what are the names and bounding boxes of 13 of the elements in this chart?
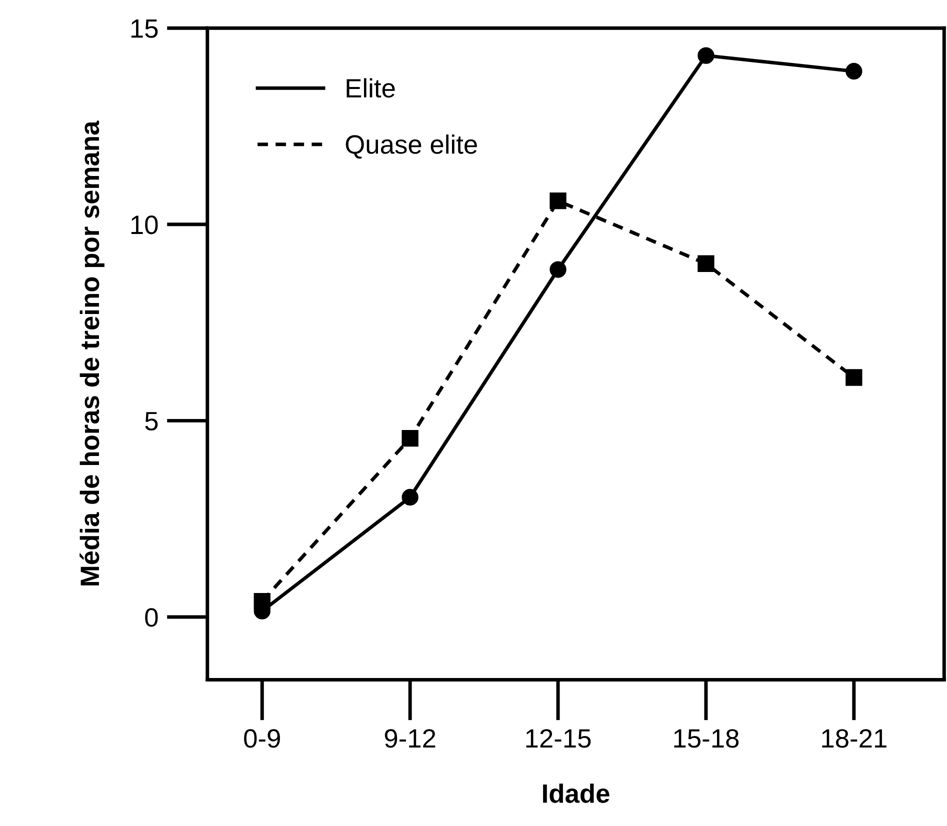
- x-tick-label: 15-18: [674, 729, 739, 748]
- x-tick-label: 18-21: [822, 729, 886, 748]
- legend-label: Quase elite: [346, 134, 477, 159]
- y-tick-label: 5: [145, 412, 158, 431]
- y-tick-label: 10: [131, 216, 158, 234]
- y-tick-label: 0: [145, 608, 158, 627]
- legend-label: Elite: [346, 78, 395, 98]
- y-axis-title: Média de horas de treino por semana: [80, 120, 104, 586]
- y-tick-label: 15: [131, 19, 158, 38]
- x-tick-label: 9-12: [384, 729, 436, 748]
- x-tick-label: 12-15: [526, 729, 591, 748]
- x-tick-label: 0-9: [244, 729, 280, 748]
- x-axis-title: Idade: [543, 784, 610, 803]
